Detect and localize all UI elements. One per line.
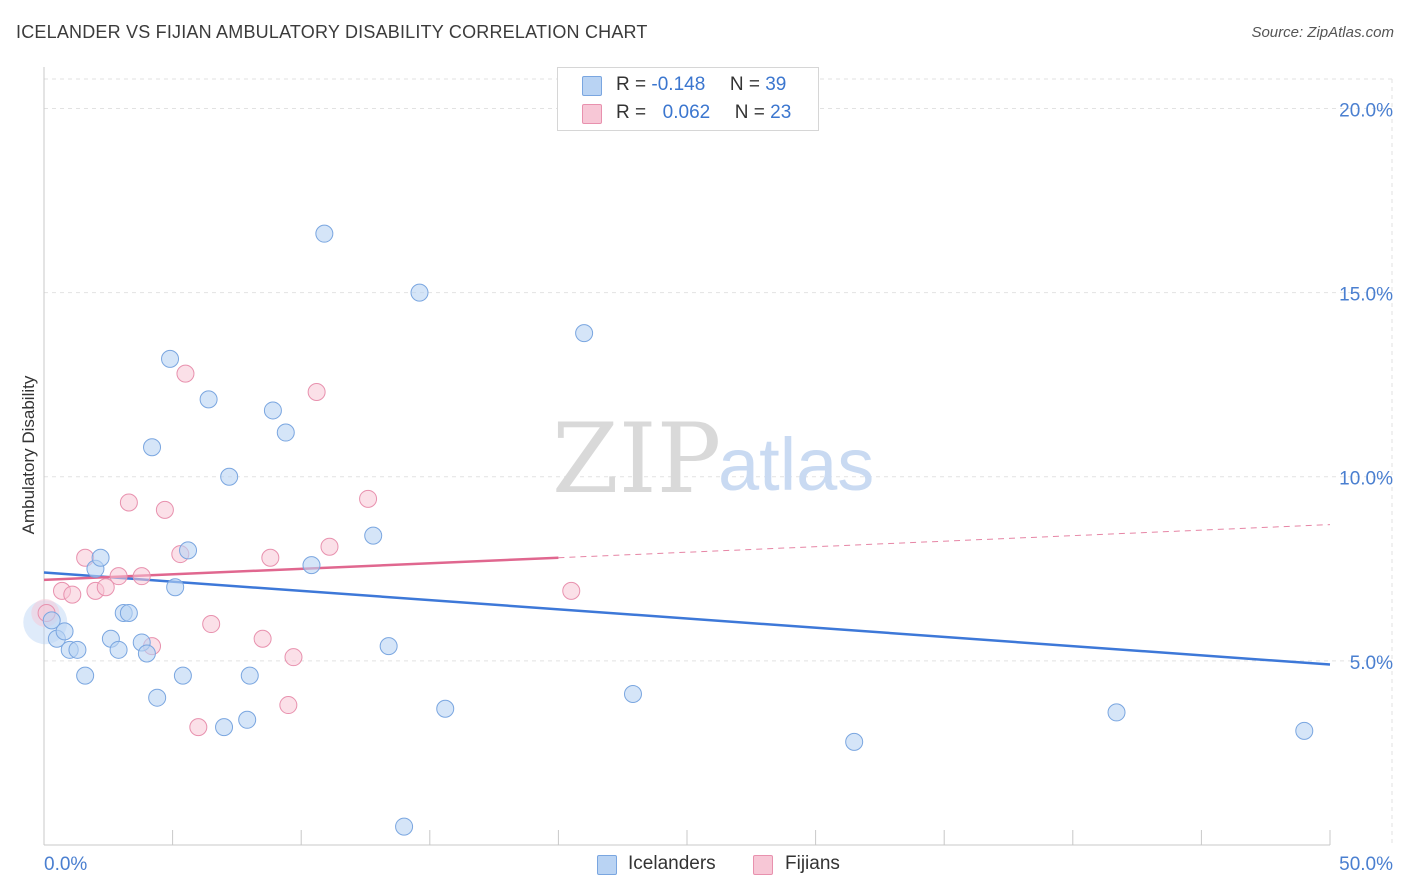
fijians-swatch: [582, 104, 602, 124]
icelanders-swatch: [582, 76, 602, 96]
icelander-point: [119, 603, 138, 622]
axes: [43, 67, 1331, 846]
x-tick-labels: 0.0% 50.0%: [44, 854, 1393, 875]
icelander-point: [220, 467, 239, 486]
icelander-point: [302, 556, 321, 575]
icelander-point: [238, 710, 257, 729]
icelander-point: [575, 324, 594, 343]
legend-fijians-label: Fijians: [785, 853, 840, 874]
fijian-point: [261, 548, 280, 567]
x-tick-label: 0.0%: [44, 854, 87, 875]
icelander-point: [137, 644, 156, 663]
watermark-atlas: atlas: [718, 423, 874, 506]
fijian-point: [307, 383, 326, 402]
icelander-point: [166, 578, 185, 597]
legend-fijians-swatch: [753, 855, 773, 875]
n-label: N =: [734, 102, 765, 123]
fijian-point: [189, 718, 208, 737]
y-tick-label: 5.0%: [1350, 653, 1393, 674]
watermark-zip: ZIP: [552, 403, 721, 515]
fijian-point: [284, 648, 303, 667]
legend-icelanders-label: Icelanders: [628, 853, 716, 874]
y-tick-label: 15.0%: [1339, 285, 1393, 306]
icelander-point: [68, 640, 87, 659]
series-legend: Icelanders Fijians: [0, 852, 1406, 876]
n-value-icelanders: 39: [765, 74, 787, 95]
x-tick-label: 50.0%: [1339, 854, 1393, 875]
fijian-point: [132, 567, 151, 586]
y-tick-labels: 5.0% 10.0% 15.0% 20.0%: [1339, 100, 1393, 673]
fijian-point: [155, 500, 174, 519]
fijian-point: [96, 578, 115, 597]
icelander-point: [42, 611, 61, 630]
data-points: [23, 224, 1314, 836]
icelander-point: [179, 541, 198, 560]
fijian-point: [359, 489, 378, 508]
r-value-fijians: 0.062: [662, 102, 711, 123]
fijian-point: [176, 364, 195, 383]
icelander-point: [379, 637, 398, 656]
fijian-point: [279, 696, 298, 715]
legend-row-icelanders: R = -0.148 N = 39: [616, 73, 786, 97]
r-value-icelanders: -0.148: [651, 74, 706, 95]
icelander-point: [240, 666, 259, 685]
r-label: R =: [616, 74, 647, 95]
icelander-point: [1107, 703, 1126, 722]
trend-lines: [43, 524, 1331, 666]
icelander-point: [215, 718, 234, 737]
watermark: ZIP atlas: [552, 403, 874, 515]
chart-title: ICELANDER VS FIJIAN AMBULATORY DISABILIT…: [16, 22, 648, 42]
y-tick-label: 10.0%: [1339, 469, 1393, 490]
fijian-point: [253, 629, 272, 648]
icelander-point: [263, 401, 282, 420]
y-tick-label: 20.0%: [1339, 100, 1393, 121]
fijian-point: [320, 537, 339, 556]
icelander-point: [76, 666, 95, 685]
icelander-point: [623, 685, 642, 704]
fijian-point: [202, 615, 221, 634]
icelander-point: [143, 438, 162, 457]
icelander-point: [845, 732, 864, 751]
icelander-point: [436, 699, 455, 718]
icelander-point: [161, 349, 180, 368]
fijian-point: [109, 567, 128, 586]
n-label: N =: [729, 74, 760, 95]
icelander-point: [315, 224, 334, 243]
icelander-point: [1295, 721, 1314, 740]
y-axis-label: Ambulatory Disability: [19, 375, 38, 534]
legend-icelanders-swatch: [597, 855, 617, 875]
icelander-point: [199, 390, 218, 409]
correlation-legend: R = -0.148 N = 39 R = 0.062 N = 23: [557, 67, 819, 131]
fijian-point: [562, 581, 581, 600]
icelander-point: [410, 283, 429, 302]
icelander-point: [55, 622, 74, 641]
icelander-point: [395, 817, 414, 836]
fijian-trend-line: [43, 556, 559, 582]
icelander-point: [148, 688, 167, 707]
icelander-point: [276, 423, 295, 442]
fijian-trend-extension: [558, 524, 1331, 559]
fijian-point: [119, 493, 138, 512]
legend-row-fijians: R = 0.062 N = 23: [616, 101, 791, 125]
n-value-fijians: 23: [770, 102, 792, 123]
fijian-point: [63, 585, 82, 604]
icelander-trend-line: [43, 571, 1331, 666]
icelander-point: [109, 640, 128, 659]
r-label: R =: [616, 102, 647, 123]
icelander-point: [364, 526, 383, 545]
icelander-point: [173, 666, 192, 685]
chart-source: Source: ZipAtlas.com: [1251, 24, 1394, 41]
icelander-point: [91, 548, 110, 567]
